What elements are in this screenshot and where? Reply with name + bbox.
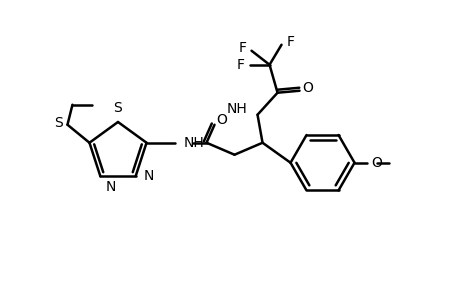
- Text: S: S: [54, 116, 62, 130]
- Text: O: O: [302, 81, 312, 95]
- Text: N: N: [143, 169, 154, 183]
- Text: NH: NH: [226, 102, 247, 116]
- Text: F: F: [236, 58, 244, 72]
- Text: N: N: [105, 180, 116, 194]
- Text: O: O: [371, 156, 381, 170]
- Text: NH: NH: [183, 136, 204, 150]
- Text: O: O: [216, 113, 226, 127]
- Text: S: S: [113, 101, 122, 115]
- Text: F: F: [286, 35, 294, 49]
- Text: F: F: [238, 41, 246, 55]
